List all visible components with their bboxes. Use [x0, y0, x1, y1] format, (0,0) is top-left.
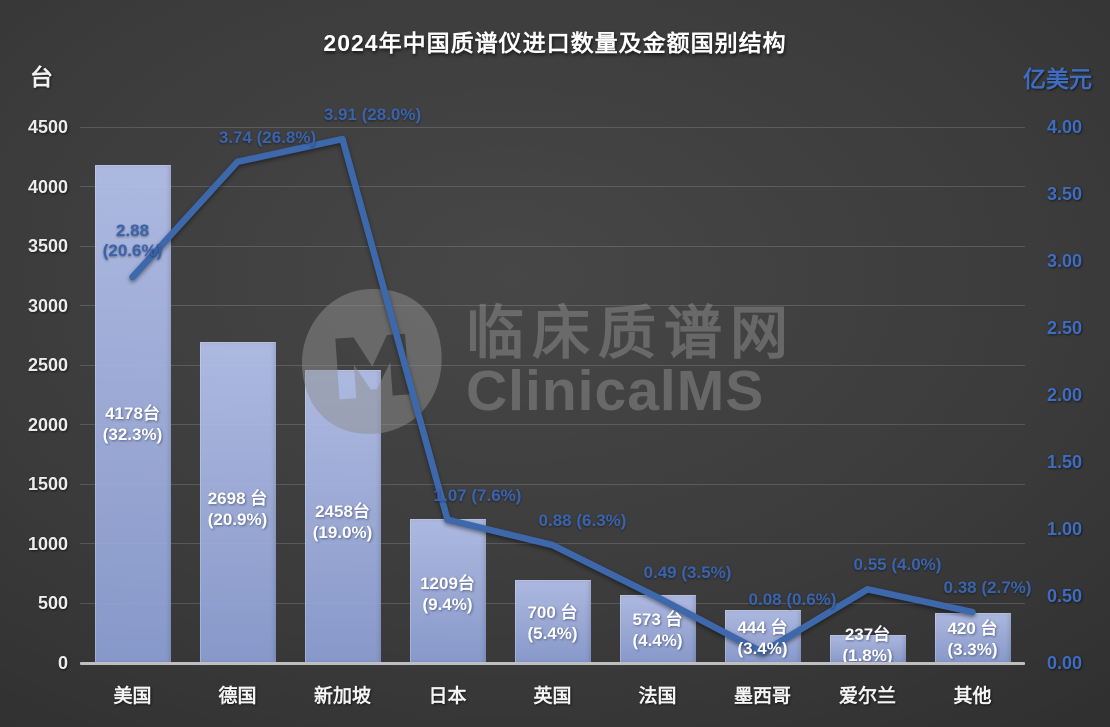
category-label-法国: 法国: [638, 686, 677, 707]
category-label-新加坡: 新加坡: [313, 686, 371, 707]
category-label-墨西哥: 墨西哥: [733, 686, 791, 707]
x-axis-baseline: [80, 661, 1025, 665]
bar-value-label: 2458台 (19.0%): [312, 502, 373, 543]
category-label-美国: 美国: [113, 686, 152, 707]
right-axis-tick-label: 2.50: [1047, 318, 1083, 338]
line-value-label: 0.08 (0.6%): [748, 590, 837, 610]
right-axis-tick-label: 1.50: [1047, 452, 1083, 472]
chart-title: 2024年中国质谱仪进口数量及金额国别结构: [323, 30, 787, 56]
left-axis-tick-label: 2500: [27, 355, 68, 376]
right-axis-tick-label: 0.00: [1047, 653, 1083, 673]
left-axis-tick-label: 4500: [27, 117, 68, 137]
category-label-爱尔兰: 爱尔兰: [838, 686, 896, 707]
right-axis-tick-label: 4.00: [1047, 117, 1083, 137]
bar-value-label: 2698 台 (20.9%): [207, 488, 268, 529]
bar-value-label: 700 台 (5.4%): [527, 602, 578, 643]
left-axis-tick-label: 1500: [27, 474, 68, 495]
bar-value-label: 420 台 (3.3%): [947, 618, 998, 659]
left-axis-tick-label: 3500: [27, 236, 68, 257]
bar-value-label: 237台 (1.8%): [842, 625, 893, 665]
category-label-其他: 其他: [953, 686, 992, 707]
right-axis-tick-label: 3.50: [1047, 184, 1083, 204]
bar-value-label: 1209台 (9.4%): [420, 573, 475, 614]
left-axis-tick-label: 1000: [27, 533, 68, 554]
bar-value-label: 444 台 (3.4%): [737, 617, 788, 658]
left-axis-tick-label: 0: [57, 653, 68, 673]
gridline: [80, 126, 1025, 128]
category-label-德国: 德国: [218, 686, 257, 707]
right-axis-tick-label: 2.00: [1047, 385, 1083, 405]
line-value-label: 2.88 (20.6%): [102, 221, 163, 261]
line-value-label: 0.55 (4.0%): [853, 555, 942, 575]
right-axis-tick-label: 1.00: [1047, 519, 1083, 539]
left-axis-tick-label: 500: [37, 593, 68, 614]
category-label-英国: 英国: [533, 686, 572, 707]
right-axis-tick-label: 3.00: [1047, 251, 1083, 271]
line-value-label: 1.07 (7.6%): [433, 485, 522, 505]
left-axis-tick-label: 2000: [27, 414, 68, 435]
bar-value-label: 4178台 (32.3%): [102, 404, 163, 445]
line-value-label: 0.88 (6.3%): [538, 511, 627, 531]
right-axis-unit-label: 亿美元: [1023, 66, 1092, 92]
left-axis-unit-label: 台: [30, 64, 53, 90]
category-label-日本: 日本: [428, 686, 467, 707]
right-axis-tick-label: 0.50: [1047, 586, 1083, 606]
left-axis-tick-label: 3000: [27, 295, 68, 316]
line-value-label: 0.38 (2.7%): [943, 578, 1032, 598]
left-axis-tick-label: 4000: [27, 176, 68, 197]
bar-value-label: 573 台 (4.4%): [632, 610, 683, 651]
line-value-label: 3.74 (26.8%): [218, 127, 317, 147]
line-value-label: 0.49 (3.5%): [643, 563, 732, 583]
line-value-label: 3.91 (28.0%): [323, 105, 422, 125]
